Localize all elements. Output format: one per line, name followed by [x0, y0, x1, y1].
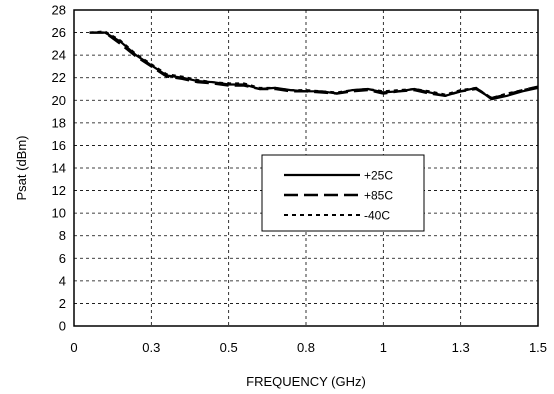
- y-tick-label: 28: [52, 3, 66, 18]
- series-lines: [89, 30, 539, 101]
- series-line-2: [89, 31, 539, 100]
- y-tick-label: 16: [52, 138, 66, 153]
- y-axis-title: Psat (dBm): [14, 135, 29, 200]
- plot-frame: [73, 9, 539, 327]
- y-tick-label: 6: [59, 251, 66, 266]
- y-tick-label: 14: [52, 161, 66, 176]
- x-axis-title: FREQUENCY (GHz): [246, 374, 366, 389]
- legend-label: +85C: [364, 189, 393, 203]
- y-tick-label: 2: [59, 296, 66, 311]
- x-tick-label: 1.3: [452, 340, 470, 355]
- legend: +25C +85C -40C: [261, 154, 425, 232]
- y-tick-label: 8: [59, 228, 66, 243]
- y-tick-label: 24: [52, 48, 66, 63]
- legend-label: -40C: [364, 209, 390, 223]
- x-tick-label: 1.5: [529, 340, 547, 355]
- legend-label: +25C: [364, 169, 393, 183]
- y-tick-label: 20: [52, 93, 66, 108]
- x-tick-label: 0.5: [220, 340, 238, 355]
- y-tick-label: 4: [59, 273, 66, 288]
- x-axis-ticks: 0 0.3 0.5 0.8 1 1.3 1.5: [70, 340, 547, 355]
- series-line-1: [89, 31, 539, 101]
- y-tick-label: 10: [52, 206, 66, 221]
- y-tick-label: 26: [52, 25, 66, 40]
- x-tick-label: 0.3: [142, 340, 160, 355]
- y-tick-label: 12: [52, 183, 66, 198]
- y-tick-label: 18: [52, 115, 66, 130]
- x-tick-label: 0: [70, 340, 77, 355]
- y-tick-label: 0: [59, 319, 66, 334]
- x-tick-label: 0.8: [297, 340, 315, 355]
- x-tick-label: 1: [380, 340, 387, 355]
- legend-box: [261, 154, 425, 232]
- y-tick-label: 22: [52, 70, 66, 85]
